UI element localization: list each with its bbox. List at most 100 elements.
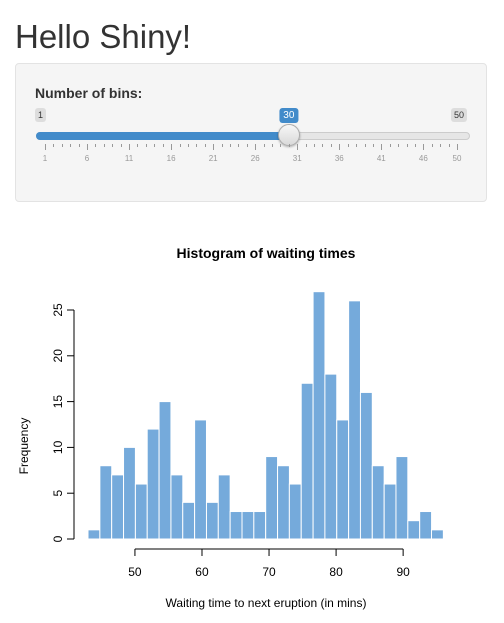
slider-minor-tick bbox=[61, 144, 63, 147]
y-tick-label: 25 bbox=[51, 303, 65, 317]
slider-minor-tick bbox=[356, 144, 358, 147]
slider-tick-label: 21 bbox=[208, 154, 218, 163]
histogram-bar bbox=[194, 419, 207, 540]
y-tick-label: 10 bbox=[51, 440, 65, 454]
sidebar-panel: Number of bins: 1 50 30 1 6 11 16 21 26 31 36 41… bbox=[15, 63, 487, 202]
slider-minor-tick bbox=[145, 144, 147, 147]
histogram-bar bbox=[300, 382, 314, 540]
x-tick-label: 70 bbox=[262, 565, 276, 579]
slider-tick-label: 26 bbox=[250, 154, 260, 163]
y-tick-label: 0 bbox=[51, 535, 65, 542]
slider-minor-tick bbox=[103, 144, 105, 147]
slider-minor-tick bbox=[280, 144, 282, 147]
slider-major-tick bbox=[45, 144, 46, 150]
slider-handle[interactable] bbox=[277, 124, 300, 146]
histogram-bar bbox=[158, 401, 172, 540]
slider-minor-tick bbox=[137, 144, 139, 147]
histogram-bar bbox=[371, 465, 385, 540]
slider-value-badge: 30 bbox=[279, 108, 299, 123]
slider-minor-tick bbox=[162, 144, 164, 147]
histogram-bar bbox=[359, 391, 373, 540]
slider-minor-tick bbox=[372, 144, 374, 147]
slider-minor-tick bbox=[221, 144, 223, 147]
histogram-bar bbox=[430, 529, 444, 540]
slider-tick-label: 50 bbox=[452, 154, 462, 163]
histogram-bar bbox=[205, 501, 219, 540]
slider-tick-label: 46 bbox=[418, 154, 428, 163]
slider-minor-tick bbox=[229, 144, 231, 147]
y-tick-label: 20 bbox=[51, 349, 65, 363]
histogram-bar bbox=[229, 511, 243, 540]
histogram-bar bbox=[383, 483, 397, 540]
slider-max-badge: 50 bbox=[450, 108, 467, 122]
y-tick-label: 5 bbox=[51, 490, 65, 497]
histogram-bar bbox=[253, 511, 267, 540]
slider-minor-tick bbox=[330, 144, 332, 147]
page-title: Hello Shiny! bbox=[15, 18, 192, 55]
slider-minor-tick bbox=[347, 144, 349, 147]
histogram-bar bbox=[312, 291, 326, 540]
slider-minor-tick bbox=[179, 144, 181, 147]
slider-major-tick bbox=[255, 144, 257, 150]
histogram-bar bbox=[265, 456, 279, 540]
histogram-bar bbox=[87, 529, 101, 540]
x-tick-label: 50 bbox=[128, 565, 142, 579]
slider-minor-tick bbox=[288, 144, 290, 147]
histogram-bar bbox=[241, 511, 255, 540]
slider-minor-tick bbox=[70, 144, 72, 147]
slider-major-tick bbox=[381, 144, 383, 150]
slider-minor-tick bbox=[154, 144, 156, 147]
slider-minor-tick bbox=[364, 144, 366, 147]
slider-major-tick bbox=[87, 144, 89, 150]
slider-minor-tick bbox=[78, 144, 80, 147]
histogram-bar bbox=[395, 456, 409, 540]
x-tick-label: 90 bbox=[396, 565, 410, 579]
slider-minor-tick bbox=[448, 144, 450, 147]
slider-minor-tick bbox=[322, 144, 324, 147]
histogram-bars bbox=[87, 291, 444, 540]
slider-minor-tick bbox=[95, 144, 97, 147]
slider-track-fill bbox=[36, 132, 289, 140]
slider-tick-label: 1 bbox=[42, 154, 48, 163]
chart-title: Histogram of waiting times bbox=[177, 245, 356, 261]
slider-major-tick bbox=[457, 144, 458, 150]
histogram-bar bbox=[336, 419, 350, 540]
slider-minor-tick bbox=[431, 144, 433, 147]
slider-minor-tick bbox=[238, 144, 240, 147]
slider-min-badge: 1 bbox=[35, 108, 47, 122]
slider-minor-tick bbox=[187, 144, 189, 147]
slider-tick-label: 36 bbox=[334, 154, 344, 163]
y-axis: 0 5 10 15 20 25 bbox=[51, 303, 75, 542]
x-axis: 50 60 70 80 90 bbox=[128, 548, 410, 579]
slider-minor-tick bbox=[246, 144, 248, 147]
histogram-bar bbox=[99, 465, 113, 540]
slider-minor-tick bbox=[314, 144, 316, 147]
y-tick-label: 15 bbox=[51, 395, 65, 409]
histogram-bar bbox=[134, 483, 148, 540]
histogram-bar bbox=[123, 446, 136, 540]
histogram-bar bbox=[277, 465, 290, 540]
slider-major-tick bbox=[171, 144, 173, 150]
slider-minor-tick bbox=[389, 144, 391, 147]
slider-major-tick bbox=[297, 144, 299, 150]
bins-slider-label: Number of bins: bbox=[35, 85, 143, 101]
slider-minor-tick bbox=[196, 144, 198, 147]
x-tick-label: 60 bbox=[195, 565, 209, 579]
histogram-bar bbox=[288, 483, 302, 540]
slider-minor-tick bbox=[53, 144, 55, 147]
histogram-bar bbox=[217, 474, 231, 540]
histogram-chart: Histogram of waiting times 50 60 70 80 90 0 5… bbox=[17, 245, 444, 610]
slider-minor-tick bbox=[414, 144, 416, 147]
slider-tick-label: 11 bbox=[124, 154, 134, 163]
histogram-bar bbox=[419, 511, 433, 540]
slider-minor-tick bbox=[263, 144, 265, 147]
slider-major-tick bbox=[339, 144, 341, 150]
x-axis-label: Waiting time to next eruption (in mins) bbox=[166, 596, 367, 610]
slider-tick-label: 31 bbox=[292, 154, 302, 163]
histogram-bar bbox=[111, 474, 125, 540]
histogram-bar bbox=[170, 474, 184, 540]
slider-tick-label: 16 bbox=[166, 154, 176, 163]
slider-minor-tick bbox=[398, 144, 400, 147]
slider-major-tick bbox=[213, 144, 215, 150]
slider-tick-label: 41 bbox=[376, 154, 386, 163]
